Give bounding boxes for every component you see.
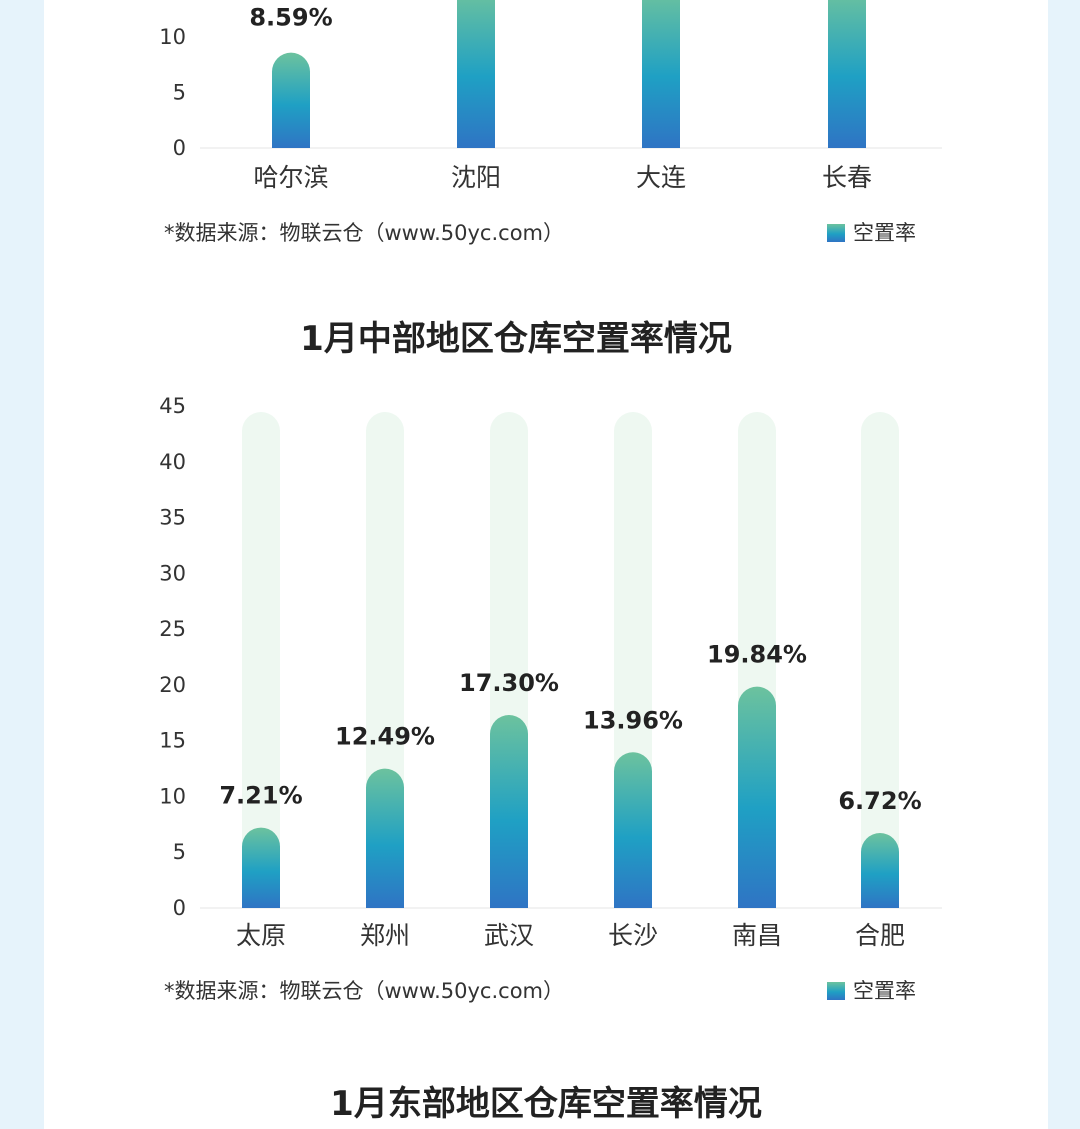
bars [272,0,866,148]
x-axis-categories: 哈尔滨 沈阳 大连 长春 [253,163,872,192]
bar [457,0,495,148]
category-label: 长沙 [608,921,658,950]
category-label: 长春 [822,163,872,192]
bar [490,715,528,908]
category-label: 太原 [236,921,286,950]
bar-track [242,412,280,908]
bar [614,752,652,908]
bar-track [861,412,899,908]
bar [738,686,776,908]
data-labels: 8.59% [249,4,332,32]
category-label: 合肥 [855,921,905,950]
data-label: 6.72% [838,787,921,815]
y-tick-label: 5 [173,81,186,105]
legend-swatch [827,224,845,242]
bars [242,686,899,908]
x-axis-categories: 太原 郑州 武汉 长沙 南昌 合肥 [236,921,905,950]
y-tick-label: 5 [173,840,186,864]
legend-label: 空置率 [853,979,916,1003]
y-tick-label: 40 [159,450,186,474]
y-tick-label: 10 [159,784,186,808]
category-label: 郑州 [360,921,410,950]
charts-canvas: 0 5 10 8.59% 哈尔滨 沈阳 大连 长春 *数据来源：物联云仓（www.50yc… [159,0,942,1124]
y-axis-ticks: 0 5 10 15 20 25 30 35 40 45 [159,394,942,920]
y-tick-label: 20 [159,673,186,697]
category-label: 武汉 [484,921,534,950]
bar [366,768,404,908]
data-source-note: *数据来源：物联云仓（www.50yc.com） [164,221,564,245]
legend-swatch [827,982,845,1000]
y-tick-label: 0 [173,896,186,920]
data-labels: 7.21% 12.49% 17.30% 13.96% 19.84% 6.72% [219,641,921,815]
data-label: 19.84% [707,641,807,669]
bar [861,833,899,908]
y-tick-label: 35 [159,506,186,530]
category-label: 南昌 [732,921,782,950]
bar [642,0,680,148]
data-label: 8.59% [249,4,332,32]
bar [828,0,866,148]
category-label: 大连 [636,163,686,192]
y-tick-label: 0 [173,136,186,160]
bar [242,827,280,908]
data-label: 12.49% [335,723,435,751]
east-chart-title: 1月东部地区仓库空置率情况 [330,1084,762,1124]
bar [272,52,310,148]
infographic-card: 0 5 10 8.59% 哈尔滨 沈阳 大连 长春 *数据来源：物联云仓（www.50yc… [44,0,1048,1129]
legend-label: 空置率 [853,221,916,245]
y-tick-label: 45 [159,394,186,418]
category-label: 沈阳 [451,163,501,192]
north-vacancy-chart: 0 5 10 8.59% 哈尔滨 沈阳 大连 长春 *数据来源：物联云仓（www.50yc… [159,0,942,245]
central-vacancy-chart: 0 5 10 15 20 25 30 35 40 45 7.21% 12.49% 17.30% 13.9… [159,394,942,1003]
y-axis-ticks: 0 5 10 [159,25,942,160]
category-label: 哈尔滨 [253,163,328,192]
data-label: 13.96% [583,706,683,734]
y-tick-label: 10 [159,25,186,49]
y-tick-label: 15 [159,729,186,753]
y-tick-label: 25 [159,617,186,641]
data-label: 7.21% [219,782,302,810]
central-chart-title: 1月中部地区仓库空置率情况 [300,319,732,359]
data-label: 17.30% [459,669,559,697]
data-source-note: *数据来源：物联云仓（www.50yc.com） [164,979,564,1003]
y-tick-label: 30 [159,561,186,585]
